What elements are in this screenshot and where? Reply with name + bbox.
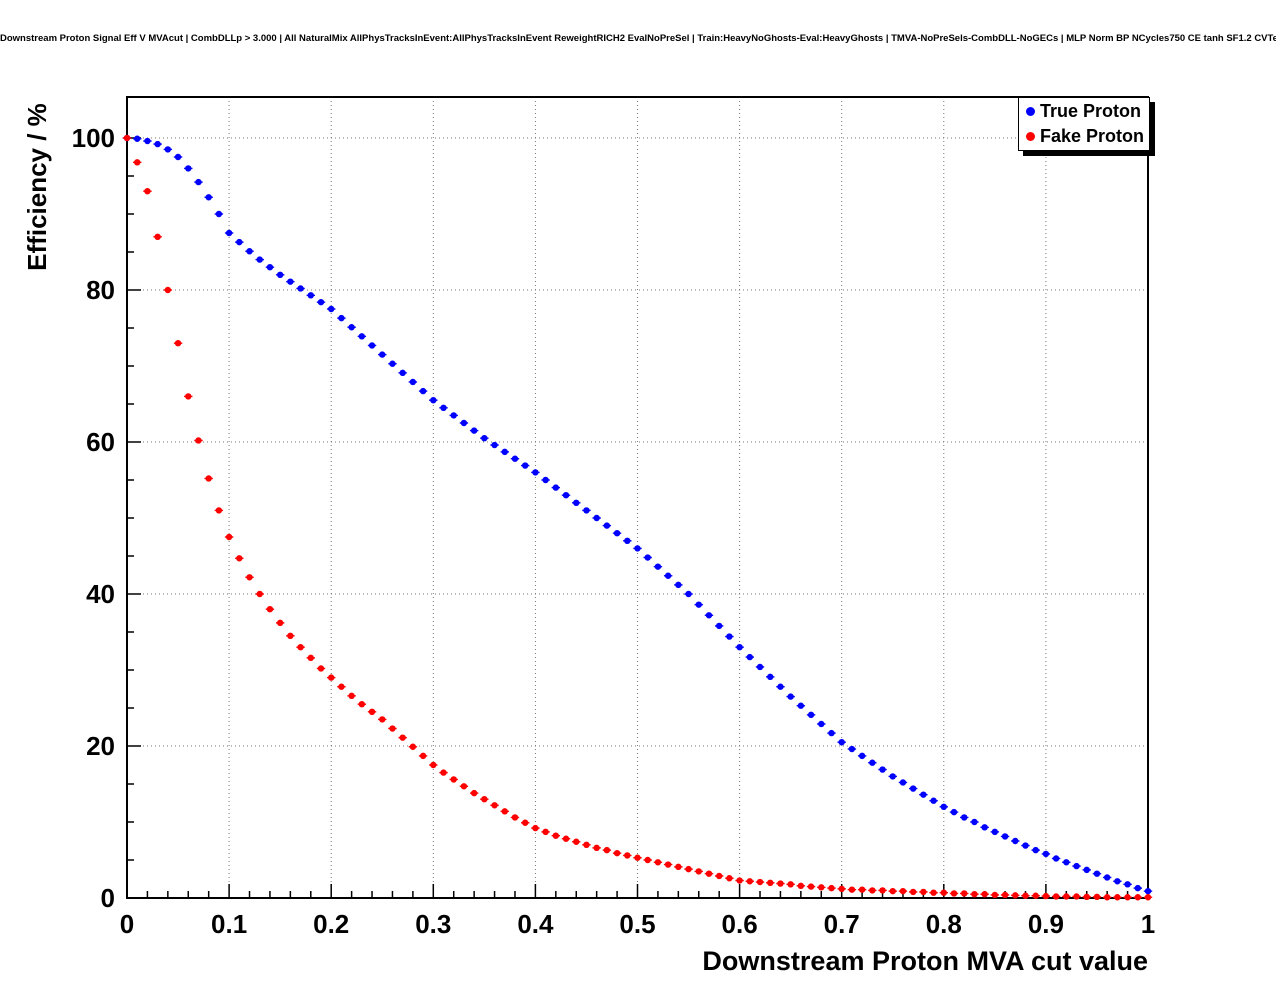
x-tick-labels: 0 0.1 0.2 0.3 0.4 0.5 0.6 0.7 0.8 0.9 1 <box>120 909 1155 939</box>
x-tick-label: 0.9 <box>1028 909 1064 939</box>
y-tick-labels: 0 20 40 60 80 100 <box>72 123 115 913</box>
x-tick-label: 0.2 <box>313 909 349 939</box>
x-tick-label: 0.1 <box>211 909 247 939</box>
legend-label-fake-proton: Fake Proton <box>1040 125 1145 146</box>
y-tick-label: 60 <box>86 427 115 457</box>
legend-label-true-proton: True Proton <box>1040 101 1142 122</box>
legend: True Proton Fake Proton <box>1018 97 1150 151</box>
legend-item-true-proton: True Proton <box>1019 101 1149 122</box>
fake-proton-marker-icon <box>1026 131 1035 141</box>
axis-ticks <box>126 137 1149 899</box>
y-tick-label: 80 <box>86 275 115 305</box>
x-tick-label: 0.6 <box>722 909 758 939</box>
chart-title: Downstream Proton Signal Eff V MVAcut | … <box>0 33 1276 44</box>
x-tick-label: 0.8 <box>926 909 962 939</box>
x-tick-label: 0.5 <box>619 909 655 939</box>
y-tick-label: 0 <box>101 883 115 913</box>
x-tick-label: 1 <box>1141 909 1155 939</box>
y-tick-label: 100 <box>72 123 115 153</box>
x-tick-label: 0.3 <box>415 909 451 939</box>
x-axis-title: Downstream Proton MVA cut value <box>702 946 1148 976</box>
data-points-fake-proton <box>122 134 1153 901</box>
x-tick-label: 0.4 <box>517 909 554 939</box>
data-points-true-proton <box>122 134 1153 895</box>
true-proton-marker-icon <box>1026 107 1035 117</box>
x-tick-label: 0 <box>120 909 134 939</box>
legend-item-fake-proton: Fake Proton <box>1019 126 1149 147</box>
y-tick-label: 20 <box>86 731 115 761</box>
y-tick-label: 40 <box>86 579 115 609</box>
x-tick-label: 0.7 <box>824 909 860 939</box>
grid-lines <box>127 97 1148 898</box>
